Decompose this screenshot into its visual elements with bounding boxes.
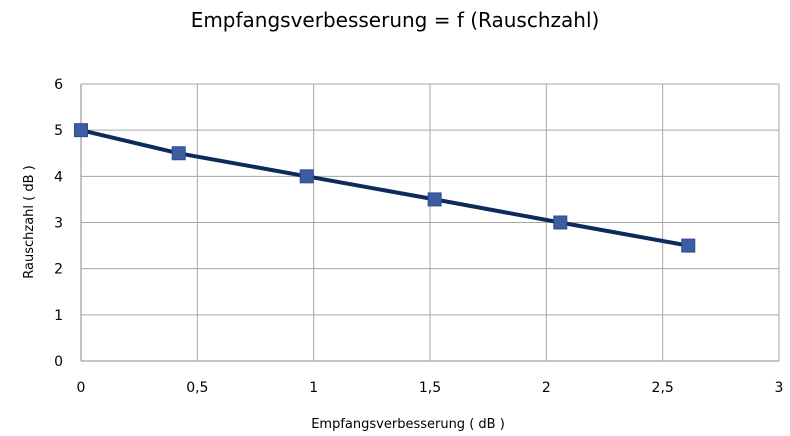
data-point bbox=[74, 123, 88, 138]
x-axis-label: Empfangsverbesserung ( dB ) bbox=[311, 417, 505, 432]
data-point bbox=[171, 146, 186, 161]
x-tick-label: 3 bbox=[775, 380, 784, 396]
y-tick-label: 0 bbox=[54, 354, 63, 370]
data-point bbox=[427, 192, 442, 207]
y-tick-label: 5 bbox=[54, 123, 63, 139]
y-axis-label: Rauschzahl ( dB ) bbox=[22, 165, 37, 278]
series-layer bbox=[74, 123, 696, 253]
y-tick-label: 6 bbox=[54, 77, 63, 93]
tick-labels: 0 1 2 3 4 5 6 0 0,5 1 1,5 2 2,5 3 bbox=[54, 77, 783, 396]
grid bbox=[80, 83, 780, 362]
x-tick-label: 2 bbox=[542, 380, 551, 396]
y-tick-label: 1 bbox=[54, 308, 63, 324]
x-tick-label: 1,5 bbox=[419, 380, 441, 396]
y-tick-label: 2 bbox=[54, 262, 63, 278]
data-point bbox=[681, 238, 696, 253]
chart-title: Empfangsverbesserung = f (Rauschzahl) bbox=[190, 8, 600, 32]
y-tick-label: 4 bbox=[54, 169, 63, 185]
x-tick-label: 1 bbox=[309, 380, 318, 396]
x-tick-label: 2,5 bbox=[652, 380, 674, 396]
y-tick-label: 3 bbox=[54, 216, 63, 232]
data-point bbox=[553, 215, 568, 230]
x-tick-label: 0,5 bbox=[186, 380, 208, 396]
x-tick-label: 0 bbox=[77, 380, 86, 396]
series-line bbox=[80, 128, 689, 248]
data-point bbox=[299, 169, 314, 184]
